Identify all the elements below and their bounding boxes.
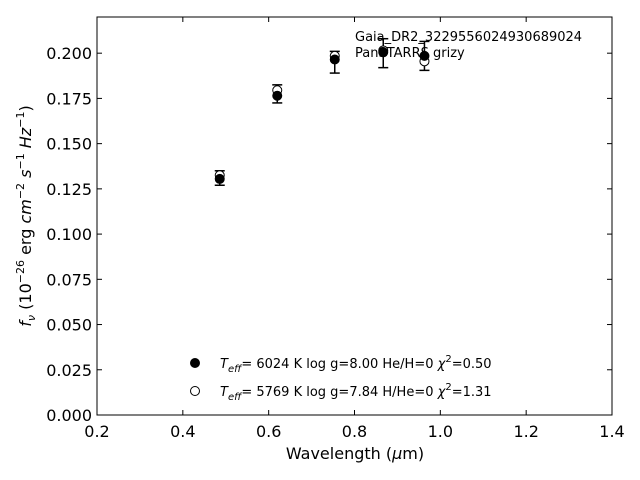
y-tick-label: 0.075 <box>46 270 92 289</box>
x-tick-label: 0.2 <box>84 422 109 441</box>
point-filled <box>419 50 430 61</box>
point-filled <box>378 47 389 58</box>
annotation-object-id: Gaia_DR2_3229556024930689024 <box>355 30 582 45</box>
y-tick-label: 0.150 <box>46 135 92 154</box>
x-tick-label: 0.6 <box>256 422 281 441</box>
axis-ticks: 0.2 0.4 0.6 0.8 1.0 1.2 1.4 0.000 0.025 0.050 0.07… <box>46 17 625 441</box>
point-filled <box>272 90 283 101</box>
y-tick-label: 0.100 <box>46 225 92 244</box>
y-tick-label: 0.050 <box>46 316 92 335</box>
annotation-survey: PanSTARRS grizy <box>355 46 465 61</box>
x-tick-label: 1.0 <box>428 422 453 441</box>
legend-entry-open: Teff= 5769 K log g=7.84 H/He=0 χ2=1.31 <box>220 382 492 403</box>
data-markers <box>214 45 430 184</box>
legend-open-marker <box>190 386 200 396</box>
legend-filled-marker <box>190 358 200 368</box>
y-tick-label: 0.200 <box>46 44 92 63</box>
plot-frame <box>96 16 613 416</box>
y-tick-label: 0.125 <box>46 180 92 199</box>
x-axis-label: Wavelength (μm) <box>286 444 424 463</box>
y-tick-label: 0.175 <box>46 89 92 108</box>
point-filled <box>329 54 340 65</box>
x-tick-label: 0.8 <box>342 422 367 441</box>
legend-entry-filled: Teff= 6024 K log g=8.00 He/H=0 χ2=0.50 <box>220 354 492 375</box>
x-tick-label: 1.2 <box>513 422 538 441</box>
x-tick-label: 0.4 <box>170 422 195 441</box>
point-filled <box>214 173 225 184</box>
y-axis-label: fν (10−26 erg cm−2 s−1 Hz−1) <box>14 105 38 326</box>
y-tick-label: 0.000 <box>46 406 92 425</box>
x-tick-label: 1.4 <box>599 422 624 441</box>
y-tick-label: 0.025 <box>46 361 92 380</box>
